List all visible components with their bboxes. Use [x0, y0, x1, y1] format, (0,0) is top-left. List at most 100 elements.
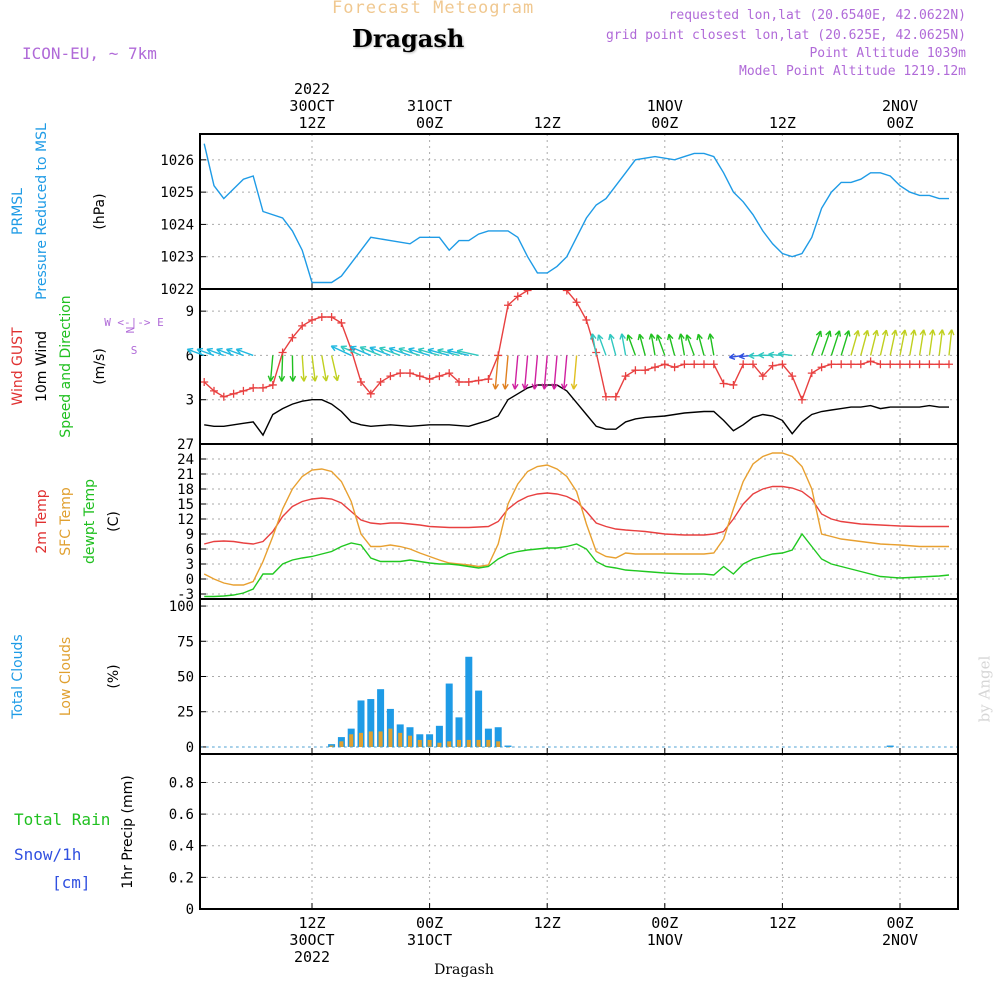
pressure-title-prmsl: PRMSL [10, 188, 26, 235]
gust-marker [719, 379, 728, 388]
wind-arrow [947, 329, 955, 356]
series-line [204, 384, 949, 437]
wind-arrow [330, 355, 340, 382]
time-label-bottom: 30OCT [289, 931, 334, 949]
gust-marker [308, 316, 316, 324]
wind-arrow [388, 346, 411, 357]
wind-arrow [850, 329, 860, 356]
gust-marker [386, 372, 395, 381]
bar-low-clouds [447, 741, 452, 747]
y-tick-label: 1022 [160, 282, 194, 298]
precip-title-snow: Snow/1h [14, 845, 81, 864]
requested-coords: requested lon,lat (20.6540E, 42.0622N) [668, 8, 966, 23]
y-tick-label: 3 [186, 393, 194, 409]
bar-low-clouds [457, 739, 461, 747]
bar-total-clouds [475, 690, 483, 747]
time-label-top: 12Z [769, 114, 796, 132]
bar-low-clouds [329, 745, 334, 747]
wind-arrow [608, 333, 617, 356]
wind-arrow [909, 329, 917, 356]
bar-low-clouds [466, 739, 471, 747]
bar-low-clouds [388, 728, 393, 747]
y-tick-label: 25 [177, 705, 194, 721]
wind-arrow [369, 346, 391, 357]
clouds-title-total: Total Clouds [10, 634, 26, 719]
bar-total-clouds [494, 727, 502, 747]
y-tick-label: 6 [186, 348, 194, 364]
bar-total-clouds [377, 689, 385, 747]
gust-marker [886, 360, 895, 369]
bar-total-clouds [357, 700, 365, 747]
wind-title-gust: Wind GUST [10, 327, 26, 406]
wind-arrow [340, 345, 362, 357]
temp-title-dewpt: dewpt Temp [82, 479, 98, 564]
gust-marker [435, 372, 444, 381]
gust-marker [690, 360, 699, 369]
wind-arrow [437, 348, 460, 357]
wind-arrow [311, 355, 318, 382]
gust-marker [905, 360, 914, 369]
bar-low-clouds [368, 731, 373, 747]
wind-arrow [446, 348, 469, 357]
wind-arrow [541, 355, 549, 390]
bar-low-clouds [417, 739, 422, 747]
bar-low-clouds [486, 739, 491, 747]
time-label-bottom: 1NOV [647, 931, 683, 949]
gust-marker [425, 375, 434, 384]
gust-marker [572, 298, 581, 307]
bar-low-clouds [378, 731, 383, 747]
gust-marker [455, 378, 463, 386]
wind-arrow [427, 347, 450, 357]
gust-marker [749, 360, 757, 369]
wind-arrow [186, 347, 205, 357]
series-line [204, 532, 950, 598]
gust-marker [523, 289, 532, 295]
bar-low-clouds [359, 732, 363, 747]
y-tick-label: 24 [177, 452, 194, 468]
y-tick-label: 1023 [160, 250, 194, 266]
gust-marker [317, 313, 326, 322]
wind-arrow [330, 345, 352, 357]
wind-arrow [830, 330, 842, 356]
gust-marker [474, 376, 483, 385]
wind-arrow [560, 355, 568, 390]
wind-arrow [206, 347, 225, 357]
bar-total-clouds [328, 744, 336, 747]
gust-marker [788, 372, 797, 381]
wind-title-10m: 10m Wind [34, 331, 50, 402]
wind-arrow [492, 355, 500, 390]
bar-total-clouds [445, 683, 453, 747]
gust-marker [729, 380, 738, 389]
precip-title-cm: [cm] [52, 873, 91, 892]
model-altitude: Model Point Altitude 1219.12m [739, 64, 966, 79]
bar-low-clouds [427, 739, 432, 747]
wind-arrow [589, 333, 597, 356]
wind-arrow [278, 355, 286, 382]
gust-marker [778, 360, 787, 369]
series-line [204, 485, 949, 545]
bar-total-clouds [435, 725, 443, 747]
y-tick-label: 0.6 [169, 807, 194, 823]
gust-marker [621, 372, 630, 381]
wind-arrow [637, 333, 646, 356]
gust-marker [445, 369, 454, 378]
point-altitude: Point Altitude 1039m [809, 46, 966, 61]
gust-marker [278, 348, 287, 357]
y-tick-label: -3 [177, 587, 194, 603]
bar-total-clouds [484, 728, 492, 747]
y-tick-label: 3 [186, 557, 194, 573]
wind-arrow [597, 334, 607, 356]
y-tick-label: 100 [169, 599, 194, 615]
time-label-bottom: 00Z [416, 914, 443, 932]
time-label-top: 31OCT [407, 97, 452, 115]
series-line [203, 143, 949, 284]
time-label-bottom: 2NOV [882, 931, 918, 949]
wind-arrow [408, 347, 430, 357]
compass-s: S [131, 344, 138, 357]
time-label-bottom: 12Z [298, 914, 325, 932]
compass-we: W <-|-> E [104, 316, 164, 329]
wind-arrow [820, 330, 832, 356]
gust-marker [210, 386, 218, 395]
time-label-bottom: 12Z [769, 914, 796, 932]
y-tick-label: 0.8 [169, 775, 194, 791]
